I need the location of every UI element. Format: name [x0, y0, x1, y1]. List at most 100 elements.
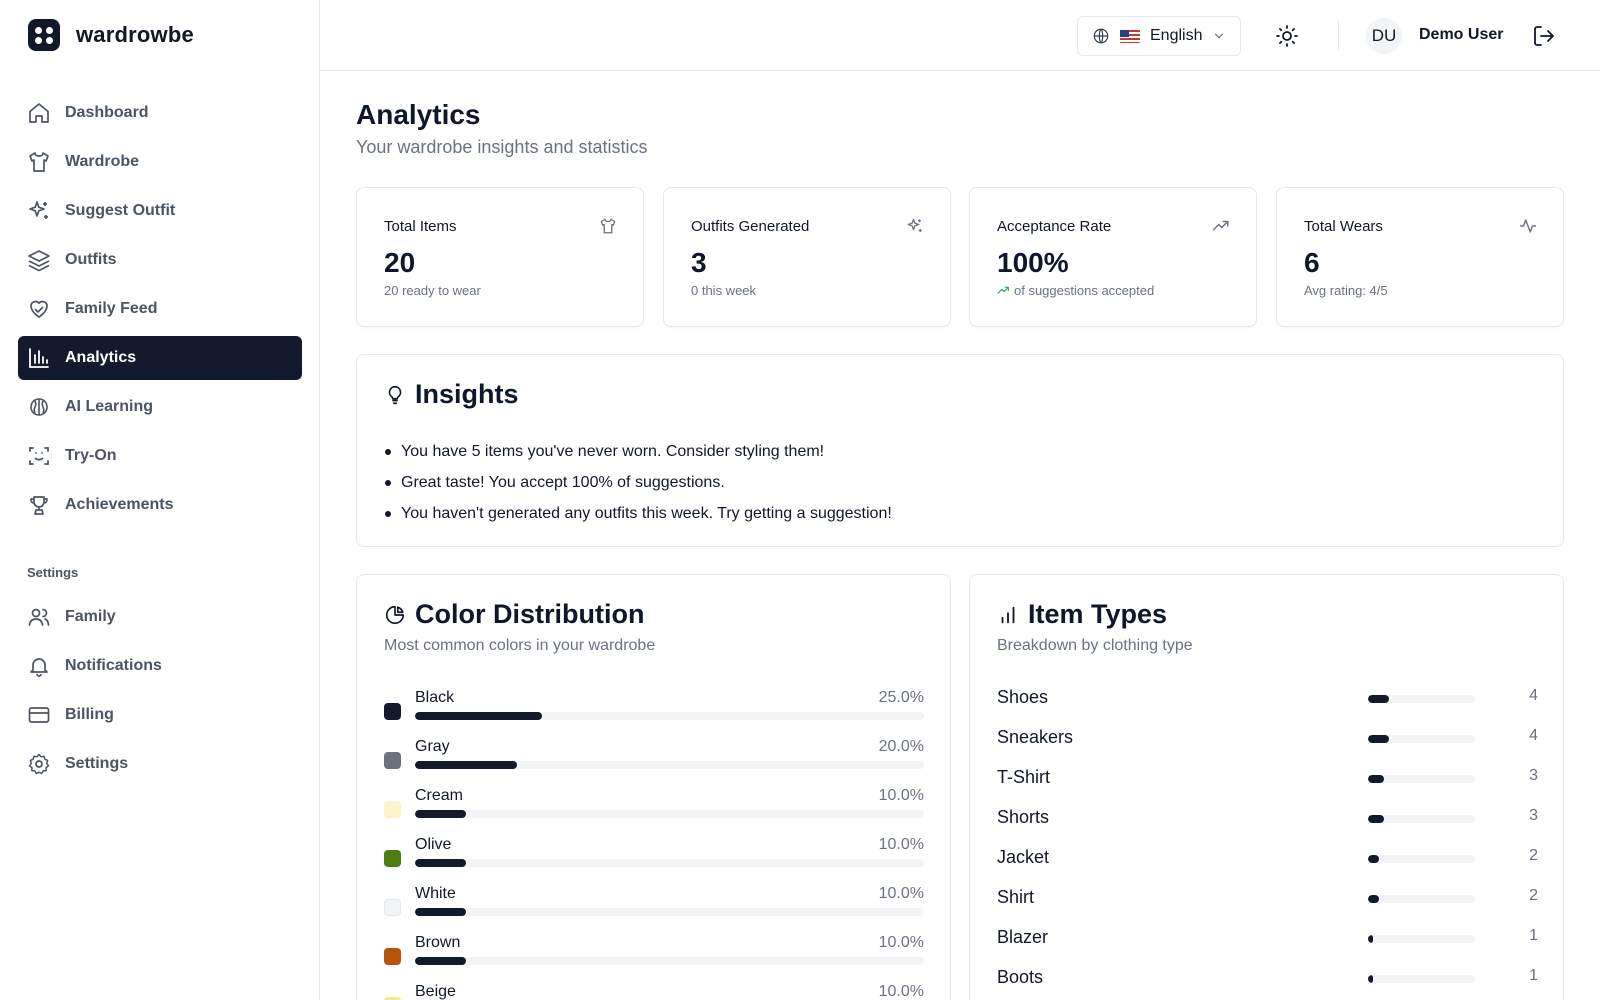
- sidebar-item-notifications[interactable]: Notifications: [18, 644, 302, 688]
- color-swatch: [384, 801, 401, 818]
- item-types-card: Item Types Breakdown by clothing type Sh…: [969, 574, 1564, 1000]
- app-name: wardrowbe: [76, 22, 194, 47]
- insight-item: Great taste! You accept 100% of suggesti…: [385, 467, 892, 498]
- item-type-count: 4: [1529, 727, 1538, 744]
- color-row: White 10.0%: [384, 885, 924, 933]
- item-type-name: Jacket: [997, 847, 1050, 867]
- item-type-bar-track: [1368, 695, 1475, 703]
- color-row: Brown 10.0%: [384, 934, 924, 982]
- sidebar-item-achievements[interactable]: Achievements: [18, 483, 302, 527]
- color-swatch: [384, 850, 401, 867]
- chevron-down-icon: [1215, 33, 1224, 39]
- stat-foot: Avg rating: 4/5: [1304, 283, 1388, 298]
- item-type-name: Shorts: [997, 807, 1050, 827]
- color-bar-fill: [415, 712, 543, 720]
- sidebar-item-label: Billing: [65, 706, 114, 723]
- color-bar-fill: [415, 859, 466, 867]
- color-name: Cream: [415, 787, 464, 804]
- brand[interactable]: wardrowbe: [28, 19, 194, 51]
- item-type-bar-fill: [1368, 975, 1374, 983]
- item-type-name: Sneakers: [997, 727, 1074, 747]
- sidebar-item-label: Dashboard: [65, 104, 149, 121]
- item-type-bar-track: [1368, 935, 1475, 943]
- sidebar-item-label: Settings: [65, 755, 129, 772]
- avatar[interactable]: DU: [1366, 18, 1402, 54]
- stat-value: 6: [1304, 247, 1320, 278]
- color-bar-track: [415, 761, 924, 769]
- brain-icon: [27, 395, 51, 419]
- color-name: Olive: [415, 836, 452, 853]
- item-type-name: T-Shirt: [997, 767, 1051, 787]
- stat-foot-text: of suggestions accepted: [1014, 283, 1155, 298]
- item-type-bar-fill: [1368, 695, 1390, 703]
- item-type-bar-fill: [1368, 895, 1379, 903]
- item-types-subtitle: Breakdown by clothing type: [997, 637, 1193, 654]
- language-select[interactable]: English: [1077, 16, 1241, 56]
- color-name: Brown: [415, 934, 461, 951]
- trending-up-icon: [997, 284, 1010, 297]
- page-subtitle: Your wardrobe insights and statistics: [356, 137, 648, 157]
- shirt-icon: [27, 150, 51, 174]
- item-type-bar-track: [1368, 895, 1475, 903]
- language-label: English: [1150, 27, 1203, 44]
- sidebar-item-wardrobe[interactable]: Wardrobe: [18, 140, 302, 184]
- stat-label: Outfits Generated: [691, 218, 810, 235]
- pie-chart-icon: [385, 605, 405, 624]
- logout-icon[interactable]: [1532, 24, 1556, 48]
- color-bar-fill: [415, 761, 517, 769]
- color-row: Olive 10.0%: [384, 836, 924, 884]
- item-types-title: Item Types: [1028, 599, 1168, 629]
- sidebar: wardrowbe Dashboard Wardrobe Suggest Out…: [0, 0, 320, 1000]
- item-type-count: 3: [1529, 767, 1538, 784]
- color-swatch: [384, 948, 401, 965]
- sidebar-item-suggest-outfit[interactable]: Suggest Outfit: [18, 189, 302, 233]
- sidebar-item-family-feed[interactable]: Family Feed: [18, 287, 302, 331]
- item-type-row: Blazer 1: [997, 927, 1538, 967]
- item-type-bar-track: [1368, 975, 1475, 983]
- color-percent: 10.0%: [878, 934, 924, 951]
- user-name[interactable]: Demo User: [1419, 26, 1504, 43]
- sidebar-item-settings[interactable]: Settings: [18, 742, 302, 786]
- color-bar-track: [415, 810, 924, 818]
- sidebar-item-label: Wardrobe: [65, 153, 140, 170]
- sidebar-item-label: AI Learning: [65, 398, 154, 415]
- insight-item: You haven't generated any outfits this w…: [385, 498, 892, 529]
- sidebar-item-outfits[interactable]: Outfits: [18, 238, 302, 282]
- sidebar-item-try-on[interactable]: Try-On: [18, 434, 302, 478]
- bar-chart-icon: [1001, 606, 1015, 623]
- sidebar-item-family[interactable]: Family: [18, 595, 302, 639]
- sidebar-item-label: Outfits: [65, 251, 117, 268]
- color-bar-track: [415, 859, 924, 867]
- header-divider: [1338, 20, 1339, 50]
- color-swatch: [384, 752, 401, 769]
- item-type-name: Blazer: [997, 927, 1049, 947]
- item-type-name: Shoes: [997, 687, 1049, 707]
- stat-card-acceptance-rate: Acceptance Rate 100% of suggestions acce…: [969, 187, 1257, 327]
- color-percent: 10.0%: [878, 787, 924, 804]
- sidebar-item-label: Try-On: [65, 447, 117, 464]
- stat-foot: 20 ready to wear: [384, 283, 481, 298]
- color-bar-track: [415, 712, 924, 720]
- color-swatch: [384, 899, 401, 916]
- item-type-bar-fill: [1368, 735, 1390, 743]
- stat-value: 3: [691, 247, 707, 278]
- top-bar: English DU Demo User: [320, 0, 1600, 71]
- color-percent: 10.0%: [878, 885, 924, 902]
- us-flag-icon: [1120, 29, 1140, 43]
- color-bar-track: [415, 908, 924, 916]
- item-type-bar-track: [1368, 735, 1475, 743]
- color-name: White: [415, 885, 456, 902]
- insights-card: Insights You have 5 items you've never w…: [356, 354, 1564, 547]
- sidebar-item-ai-learning[interactable]: AI Learning: [18, 385, 302, 429]
- insights-header: Insights: [384, 379, 519, 410]
- stat-label: Acceptance Rate: [997, 218, 1112, 235]
- stat-card-outfits-generated: Outfits Generated 3 0 this week: [663, 187, 951, 327]
- sidebar-item-billing[interactable]: Billing: [18, 693, 302, 737]
- stat-value: 20: [384, 247, 416, 278]
- sidebar-item-analytics[interactable]: Analytics: [18, 336, 302, 380]
- app-logo-icon: [28, 19, 60, 51]
- sidebar-item-dashboard[interactable]: Dashboard: [18, 91, 302, 135]
- theme-toggle-sun-icon[interactable]: [1275, 24, 1299, 48]
- settings-nav: Family Notifications Billing Settings: [18, 595, 302, 791]
- item-type-count: 1: [1529, 927, 1538, 944]
